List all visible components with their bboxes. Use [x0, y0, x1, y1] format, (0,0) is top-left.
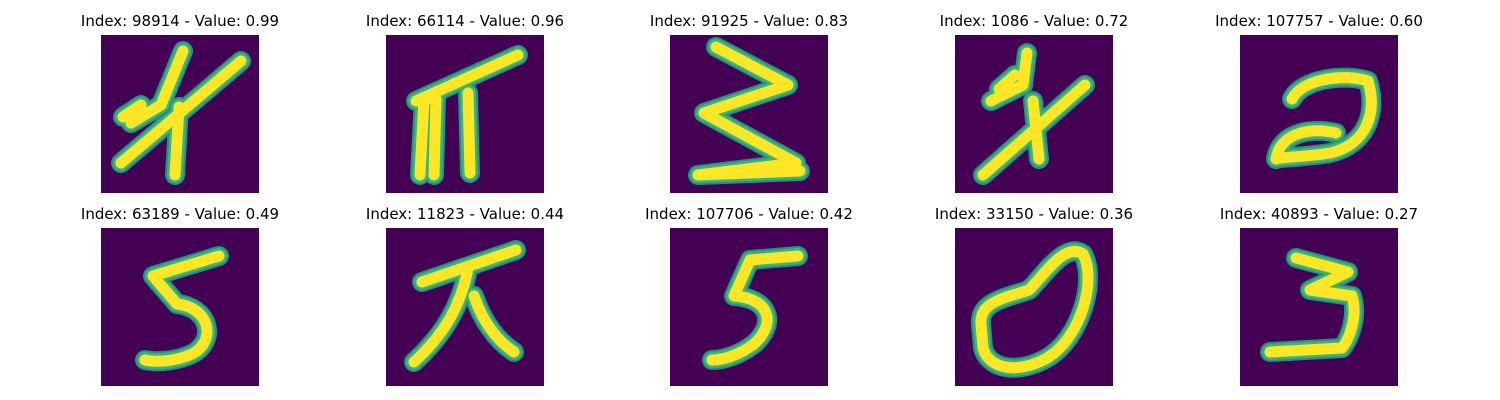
digit-image: [101, 228, 259, 386]
digit-image: [670, 35, 828, 193]
digit-image: [955, 228, 1113, 386]
bold-five-glyph: [702, 246, 808, 370]
panel-title: Index: 11823 - Value: 0.44: [365, 205, 565, 223]
digit-image: [101, 35, 259, 193]
panel-title: Index: 33150 - Value: 0.36: [934, 205, 1134, 223]
zigzag-three-glyph: [688, 37, 810, 185]
crossed-stick-glyph: [973, 43, 1095, 185]
dai-glyph: [404, 240, 526, 372]
zero-glyph: [971, 241, 1099, 378]
panel-title: Index: 1086 - Value: 0.72: [939, 12, 1129, 30]
panel-title: Index: 66114 - Value: 0.96: [365, 12, 565, 30]
panel-title: Index: 91925 - Value: 0.83: [649, 12, 849, 30]
three-glyph: [1260, 248, 1365, 362]
pi-like-glyph: [406, 45, 528, 185]
hook-glyph: [1266, 67, 1382, 169]
digit-image: [955, 35, 1113, 193]
panel-title: Index: 107706 - Value: 0.42: [645, 205, 853, 223]
panel-title: Index: 98914 - Value: 0.99: [80, 12, 280, 30]
panel-title: Index: 40893 - Value: 0.27: [1219, 205, 1419, 223]
panel-title: Index: 107757 - Value: 0.60: [1215, 12, 1423, 30]
five-glyph: [135, 246, 229, 372]
digit-image: [670, 228, 828, 386]
digit-image: [386, 35, 544, 193]
digit-image: [1240, 228, 1398, 386]
crossed-hatch-glyph: [111, 41, 251, 185]
panel-title: Index: 63189 - Value: 0.49: [80, 205, 280, 223]
image-background: [1240, 228, 1398, 386]
digit-image: [386, 228, 544, 386]
digit-image: [1240, 35, 1398, 193]
